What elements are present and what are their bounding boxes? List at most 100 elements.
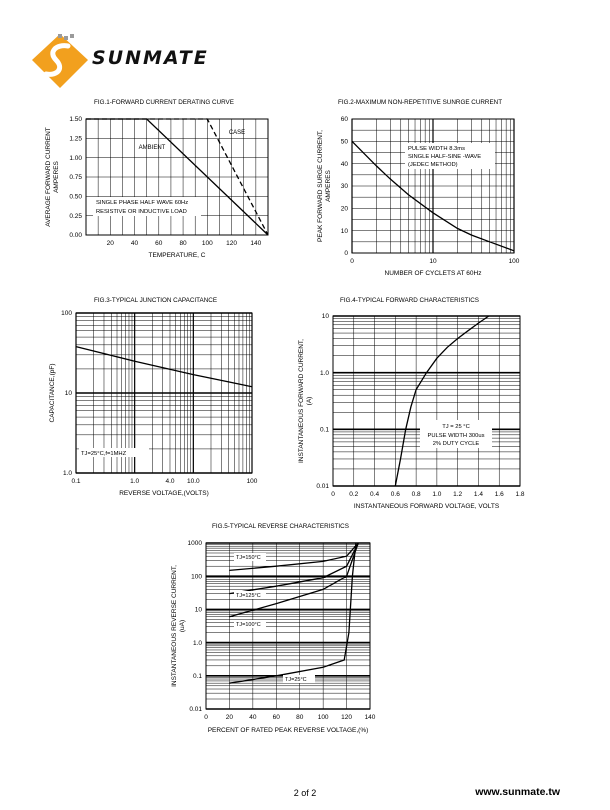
x-tick-label: 1.2 — [453, 491, 462, 498]
series-line-0 — [351, 140, 515, 252]
series-label-bg — [283, 675, 315, 683]
series-line-case — [86, 118, 269, 236]
y-tick-label: 0.75 — [69, 174, 82, 181]
x-tick-label: 1.4 — [474, 491, 483, 498]
x-tick-label: 80 — [296, 714, 304, 721]
x-tick-label: 100 — [318, 714, 329, 721]
x-axis-label: INSTANTANEOUS FORWARD VOLTAGE, VOLTS — [354, 503, 500, 510]
sunmate-logo — [32, 34, 88, 88]
website-url: www.sunmate.tw — [475, 786, 560, 798]
y-axis-label: PEAK FORWARD SURGE CURRENT, — [317, 130, 324, 242]
x-tick-label: 0.4 — [370, 491, 379, 498]
series-label: TJ=100°C — [236, 622, 261, 628]
fig1-title: FIG.1-FORWARD CURRENT DERATING CURVE — [94, 99, 234, 106]
x-tick-label: 140 — [250, 240, 261, 247]
x-axis-label: TEMPERATURE, C — [149, 252, 206, 259]
y-tick-label: 0.01 — [189, 706, 202, 713]
fig5-chart: 0 20 40 60 80 100 120 140 0.01 0.1 1.0 10 100 1000 PER… — [171, 540, 376, 734]
series-line-tj-100-c — [229, 542, 359, 618]
y-tick-label: 50 — [341, 139, 349, 146]
y-tick-label: 0.25 — [69, 213, 82, 220]
x-tick-label: 40 — [249, 714, 257, 721]
x-tick-label: 1.0 — [432, 491, 441, 498]
note-line-2: SINGLE HALF-SINE -WAVE — [408, 154, 481, 160]
fig1-chart: 20 40 60 80 100 120 140 0.00 0.25 0.50 0.75 1.00 1.2… — [45, 116, 269, 259]
y-axis-label: CAPACITANCE,(pF) — [49, 364, 56, 423]
x-tick-label: 120 — [226, 240, 237, 247]
series-label: TJ=125°C — [236, 593, 261, 599]
x-tick-label: 40 — [131, 240, 139, 247]
series-label: TJ=150°C — [236, 555, 261, 561]
y-tick-label: 1.25 — [69, 136, 82, 143]
series-line-0 — [75, 345, 253, 388]
y-tick-label: 1.0 — [320, 370, 329, 377]
x-tick-label: 120 — [341, 714, 352, 721]
y-tick-label: 10 — [65, 390, 73, 397]
note-line-3: (JEDEC METHOD) — [408, 162, 458, 168]
y-axis-label: AMPERES — [325, 169, 332, 201]
series-line-tj-150-c — [229, 542, 359, 572]
note-box — [93, 197, 201, 216]
y-tick-label: 10 — [195, 607, 203, 614]
series-line-tj-25-c — [229, 542, 357, 684]
note-line-1: SINGLE PHASE HALF WAVE 60Hz — [96, 200, 188, 206]
note-line-1: TJ=25°C,f=1MHZ — [81, 451, 127, 457]
y-axis-label: AMPERES — [53, 160, 60, 192]
y-tick-label: 40 — [341, 161, 349, 168]
y-tick-label: 1.0 — [63, 470, 72, 477]
x-tick-label: 100 — [202, 240, 213, 247]
note-line-1: PULSE WIDTH 8.3ms — [408, 146, 465, 152]
fig4-title: FIG.4-TYPICAL FORWARD CHARACTERISTICS — [340, 297, 480, 304]
y-tick-label: 0.1 — [320, 427, 329, 434]
x-tick-label: 140 — [365, 714, 376, 721]
y-axis-label: AVERAGE FORWARD CURRENT — [45, 127, 52, 227]
note-line-2: PULSE WIDTH 300us — [427, 433, 484, 439]
x-tick-label: 0 — [350, 258, 354, 265]
y-tick-label: 1.00 — [69, 155, 82, 162]
y-tick-label: 0.1 — [193, 673, 202, 680]
y-axis-label: (uA) — [179, 620, 186, 632]
x-tick-label: 0.8 — [412, 491, 421, 498]
x-tick-label: 20 — [107, 240, 115, 247]
note-line-1: TJ = 25 °C — [442, 424, 470, 430]
series-label-bg — [234, 620, 266, 628]
y-tick-label: 60 — [341, 116, 349, 123]
x-axis-label: PERCENT OF RATED PEAK REVERSE VOLTAGE,(%… — [208, 727, 369, 734]
x-tick-label: 0 — [331, 491, 335, 498]
y-tick-label: 0.00 — [69, 232, 82, 239]
page-number: 2 of 2 — [293, 788, 317, 798]
series-line-0 — [394, 315, 490, 487]
y-tick-label: 30 — [341, 183, 349, 190]
fig4-grid — [333, 315, 520, 487]
x-tick-label: 0.1 — [71, 478, 80, 485]
fig2-chart: 0 10 100 0 10 20 30 40 50 60 NUMBER OF CYCLETS AT … — [317, 116, 520, 277]
fig2-grid — [351, 119, 515, 253]
fig1-grid — [86, 119, 268, 235]
y-tick-label: 1000 — [188, 540, 203, 547]
x-tick-label: 0.6 — [391, 491, 400, 498]
x-tick-label: 60 — [155, 240, 163, 247]
fig2-frame — [351, 118, 515, 254]
fig4-frame — [332, 315, 521, 487]
x-tick-label: 0.2 — [349, 491, 358, 498]
fig3-title: FIG.3-TYPICAL JUNCTION CAPACITANCE — [94, 297, 218, 304]
y-tick-label: 10 — [322, 313, 330, 320]
note-box — [420, 420, 492, 448]
y-tick-label: 20 — [341, 206, 349, 213]
fig5-title: FIG.5-TYPICAL REVERSE CHARACTERISTICS — [212, 523, 349, 530]
note-box — [405, 143, 495, 169]
x-tick-label: 100 — [509, 258, 520, 265]
x-tick-label: 60 — [273, 714, 281, 721]
x-tick-label: 10 — [429, 258, 437, 265]
y-tick-label: 1.0 — [193, 640, 202, 647]
y-tick-label: 0 — [344, 250, 348, 257]
y-tick-label: 0.50 — [69, 194, 82, 201]
x-tick-label: 0 — [204, 714, 208, 721]
series-label: TJ=25°C — [285, 677, 307, 683]
x-tick-label: 4.0 — [165, 478, 174, 485]
y-axis-label: INSTANTANEOUS FORWARD CURRENT, — [298, 339, 305, 463]
fig3-frame — [75, 312, 253, 474]
series-line-tj-125-c — [229, 542, 359, 595]
y-axis-label: (A) — [306, 397, 313, 406]
